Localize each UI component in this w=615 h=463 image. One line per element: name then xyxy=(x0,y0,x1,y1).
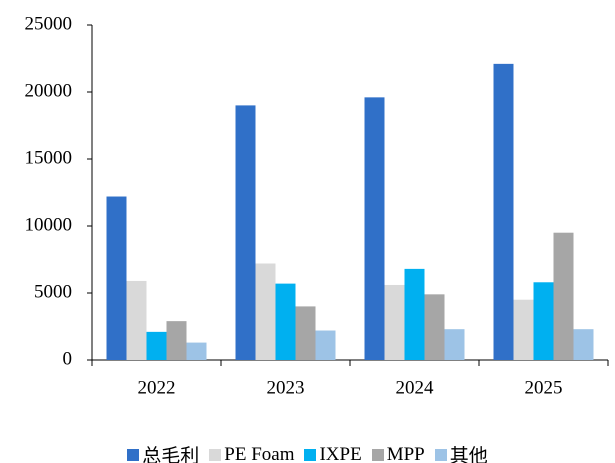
bar xyxy=(364,97,385,361)
bar xyxy=(186,342,207,360)
legend-label: MPP xyxy=(386,443,425,463)
legend-swatch xyxy=(209,448,222,461)
bar xyxy=(166,321,187,360)
y-tick-label: 20000 xyxy=(25,80,73,101)
bar xyxy=(126,280,147,360)
bar xyxy=(315,330,336,360)
x-tick-label: 2025 xyxy=(525,377,563,398)
bar xyxy=(106,196,127,360)
legend-label: IXPE xyxy=(319,443,362,463)
bar xyxy=(444,329,465,360)
bar xyxy=(255,263,276,360)
legend-item: MPP xyxy=(371,441,425,463)
y-tick-label: 5000 xyxy=(34,281,72,302)
bar xyxy=(384,284,405,360)
bar xyxy=(553,232,574,360)
legend-label: PE Foam xyxy=(224,443,295,463)
y-tick-label: 25000 xyxy=(25,13,73,34)
bar xyxy=(404,268,425,360)
x-tick-label: 2022 xyxy=(138,377,176,398)
legend-item: 总毛利 xyxy=(127,441,199,463)
bar xyxy=(235,105,256,361)
legend-item: IXPE xyxy=(304,441,362,463)
bar xyxy=(513,299,534,360)
legend-swatch xyxy=(127,448,140,461)
bar xyxy=(146,331,167,360)
x-tick-label: 2024 xyxy=(396,377,435,398)
legend-label: 总毛利 xyxy=(142,446,200,463)
legend-item: PE Foam xyxy=(209,441,294,463)
bar xyxy=(493,63,514,361)
legend-swatch xyxy=(304,448,317,461)
legend-swatch xyxy=(434,448,447,461)
legend-label: 其他 xyxy=(449,446,488,463)
bar xyxy=(424,294,445,360)
bar xyxy=(295,306,316,360)
bar xyxy=(275,283,296,360)
chart: 0 5000 10000 15000 20000 25000 2022 2023 2024 202… xyxy=(25,13,609,398)
bar xyxy=(533,282,554,360)
y-tick-label: 15000 xyxy=(25,147,73,168)
x-tick-label: 2023 xyxy=(267,377,305,398)
legend: 总毛利 PE Foam IXPE MPP 其他 xyxy=(0,441,615,463)
legend-swatch xyxy=(371,448,384,461)
y-tick-label: 10000 xyxy=(25,214,73,235)
bar xyxy=(573,329,594,360)
legend-item: 其他 xyxy=(434,441,488,463)
y-tick-label: 0 xyxy=(63,348,73,369)
